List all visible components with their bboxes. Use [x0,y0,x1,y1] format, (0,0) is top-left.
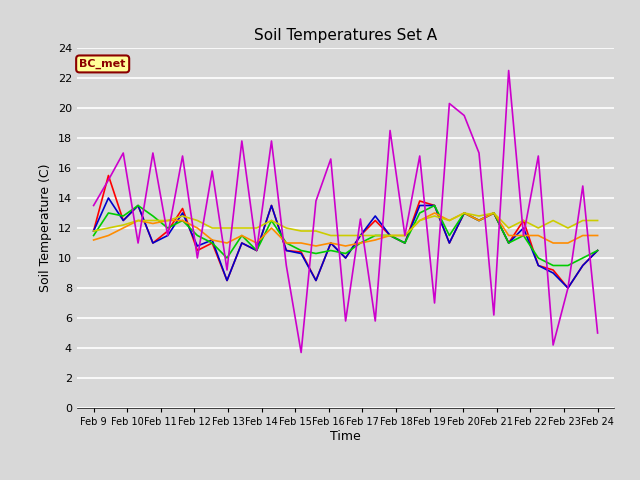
Text: BC_met: BC_met [79,59,126,69]
Y-axis label: Soil Temperature (C): Soil Temperature (C) [39,164,52,292]
Legend: -2cm, -4cm, -8cm, -16cm, -32cm, Theta_Temp: -2cm, -4cm, -8cm, -16cm, -32cm, Theta_Te… [102,479,589,480]
X-axis label: Time: Time [330,430,361,443]
Title: Soil Temperatures Set A: Soil Temperatures Set A [254,28,437,43]
